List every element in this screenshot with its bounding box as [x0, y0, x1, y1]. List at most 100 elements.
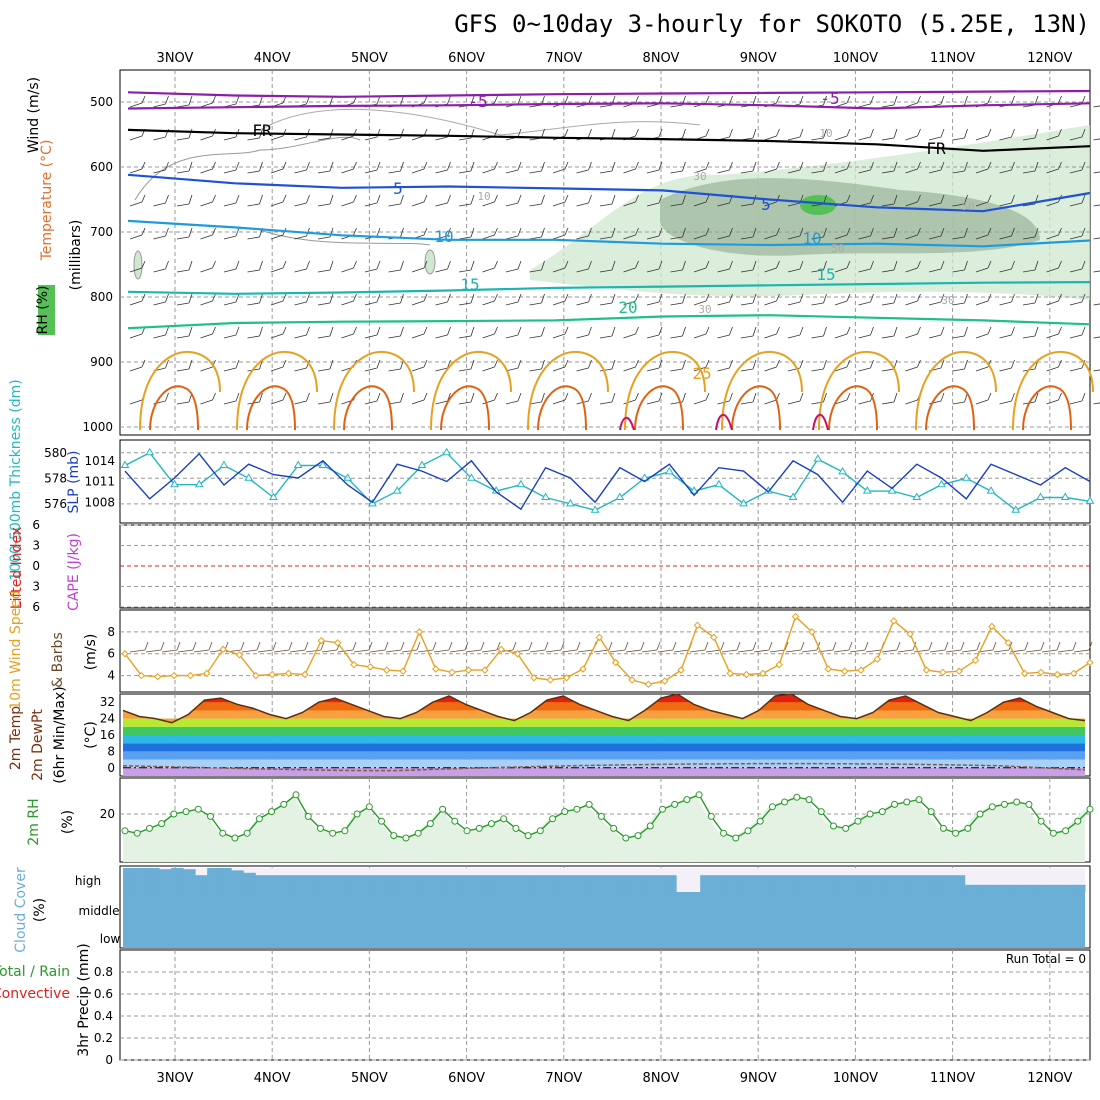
wind-barb-flag: [658, 293, 663, 303]
wind-barb-flag: [893, 95, 898, 106]
wind-barb-flag: [1011, 326, 1015, 336]
thickness-series-marker: [590, 505, 600, 513]
wind-barb: [764, 366, 777, 372]
wind-barb: [834, 267, 848, 273]
wind-barb-flag: [987, 260, 992, 269]
wind-barb: [505, 334, 519, 339]
wind-barb-flag: [423, 194, 428, 203]
wind-barb: [858, 136, 871, 141]
cloud-high-bar: [375, 875, 389, 892]
wind-barb-flag: [705, 293, 710, 302]
wind-barb-flag: [893, 128, 898, 139]
thickness-series-marker: [293, 460, 303, 469]
wind-barb: [294, 367, 307, 372]
wind-barb-10m-flag: [1040, 641, 1045, 651]
wind-speed-series-marker: [693, 621, 702, 630]
wind-barb-flag: [1011, 293, 1015, 303]
thickness-series-marker: [986, 486, 996, 494]
temperature-band: [123, 751, 1085, 760]
rh-series-marker: [976, 810, 984, 818]
wind-barb-flag: [729, 95, 733, 105]
wind-barb-flag: [494, 95, 498, 104]
isotherm-30-loop: [634, 385, 684, 431]
wind-barb-flag: [235, 194, 240, 204]
wind-barb: [881, 170, 895, 174]
wind-barb-flag: [376, 260, 381, 270]
wind-barb-flag: [423, 359, 428, 368]
wind-barb: [975, 300, 989, 306]
wind-barb-flag: [635, 161, 639, 170]
wind-barb: [388, 302, 401, 306]
cloud-high-bar: [543, 875, 557, 892]
wind-barb: [129, 300, 143, 306]
wind-barb-flag: [400, 128, 404, 139]
pressure-tick-label: 700: [90, 225, 113, 239]
wind-barb: [552, 234, 566, 240]
wind-speed-series-marker: [1004, 639, 1012, 647]
wind-barb: [435, 169, 448, 174]
thickness-tick: 576: [44, 497, 67, 511]
wind-barb: [646, 202, 660, 207]
wind-barb-10m: [625, 649, 642, 653]
wind-barb-flag: [705, 392, 710, 401]
bottom-date-label: 8NOV: [643, 1071, 680, 1086]
wind-barb-flag: [611, 260, 616, 271]
wind-barb: [529, 335, 542, 339]
top-date-label: 10NOV: [833, 51, 878, 66]
wind-barb-flag: [1081, 227, 1086, 237]
thickness-series-marker: [838, 466, 847, 475]
wind-barb-flag: [823, 128, 827, 139]
wind-barb: [834, 234, 848, 240]
wind-barb-flag: [729, 227, 733, 237]
wind-barb-10m-flag: [944, 641, 949, 651]
wind-speed-series-marker: [252, 671, 260, 680]
cloud-high-bar: [147, 868, 160, 892]
wind-speed-series-marker: [628, 676, 636, 684]
wind-speed-series-marker: [939, 668, 947, 677]
wind-speed-series-marker: [399, 667, 407, 675]
bottom-date-label: 12NOV: [1027, 1071, 1072, 1086]
wind-barb-flag: [752, 194, 757, 205]
rh-series-marker: [585, 800, 593, 808]
cloud-high-bar: [339, 875, 352, 892]
wind-barb-flag: [329, 161, 334, 172]
wind-barb: [129, 399, 143, 405]
wind-barb: [576, 202, 589, 207]
wind-barb-flag: [658, 128, 663, 138]
wind-barb: [505, 400, 519, 405]
rh-contour: [424, 249, 436, 275]
cloud-high-bar: [135, 868, 148, 892]
wind-tick: 8: [107, 625, 115, 639]
rh-series-marker: [451, 817, 459, 825]
rh-series-marker: [402, 834, 410, 842]
rh-contour: [133, 250, 143, 280]
wind-barb-flag: [517, 227, 522, 237]
wind-speed-series-marker: [121, 650, 129, 658]
isotherm-30-loop: [1022, 385, 1072, 431]
rh-series-marker: [842, 824, 850, 832]
wind-axis-label: Wind (m/s): [26, 77, 42, 153]
wind-barb-flag: [964, 260, 968, 271]
wind-barb: [787, 301, 801, 306]
wind-barb: [646, 235, 660, 240]
wind-barb-flag: [705, 227, 710, 236]
wind-barb-10m: [1073, 649, 1090, 653]
thickness-series-marker: [194, 479, 204, 488]
wind-speed-series-marker: [759, 669, 767, 678]
rh-series-marker: [207, 812, 215, 820]
rh-series-marker: [768, 803, 776, 811]
wind-barb-flag: [282, 293, 287, 302]
wind-barb: [576, 235, 589, 240]
wind-barb: [270, 399, 284, 405]
wind-barb-flag: [940, 161, 945, 171]
rh-series-marker: [671, 800, 679, 808]
wind-barb: [458, 269, 472, 273]
bottom-date-label: 5NOV: [351, 1071, 388, 1086]
thickness-series-marker: [615, 492, 625, 500]
isotherm-30-loop: [731, 385, 781, 431]
wind-barb-flag: [541, 326, 545, 337]
wind-barb-flag: [611, 392, 616, 403]
wind-barb: [905, 201, 918, 207]
wind-barb-flag: [564, 128, 569, 137]
wind-speed-series-marker: [955, 667, 963, 675]
